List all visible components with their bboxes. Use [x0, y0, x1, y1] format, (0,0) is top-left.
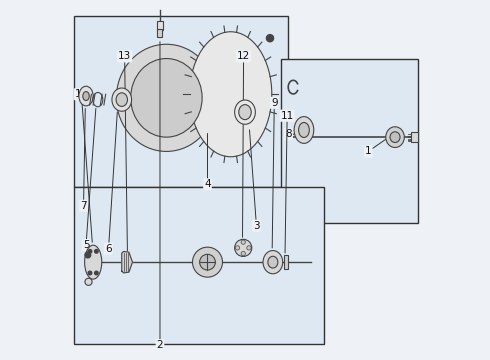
Circle shape — [267, 35, 273, 42]
FancyBboxPatch shape — [74, 187, 323, 344]
Text: 2: 2 — [157, 340, 163, 350]
Text: 3: 3 — [253, 221, 260, 231]
Ellipse shape — [85, 245, 102, 279]
Ellipse shape — [112, 88, 132, 111]
Ellipse shape — [116, 93, 127, 107]
Polygon shape — [122, 251, 132, 273]
Circle shape — [199, 254, 215, 270]
FancyBboxPatch shape — [157, 21, 163, 30]
Text: 6: 6 — [105, 244, 112, 253]
Circle shape — [95, 249, 98, 253]
Circle shape — [247, 246, 251, 250]
Ellipse shape — [239, 105, 251, 120]
Text: 8: 8 — [285, 129, 292, 139]
Ellipse shape — [268, 256, 278, 268]
Circle shape — [235, 246, 240, 250]
Circle shape — [193, 247, 222, 277]
Ellipse shape — [263, 251, 283, 274]
Ellipse shape — [117, 44, 217, 152]
FancyBboxPatch shape — [284, 255, 288, 269]
Circle shape — [95, 271, 98, 275]
Text: 5: 5 — [83, 240, 89, 250]
Circle shape — [85, 278, 92, 285]
FancyBboxPatch shape — [74, 16, 288, 187]
FancyBboxPatch shape — [281, 59, 418, 223]
Text: 7: 7 — [80, 201, 87, 211]
Text: 10: 10 — [75, 89, 88, 99]
Text: 11: 11 — [281, 111, 294, 121]
Circle shape — [241, 251, 245, 256]
Circle shape — [88, 271, 92, 275]
Ellipse shape — [235, 100, 255, 124]
Text: 9: 9 — [271, 98, 278, 108]
Circle shape — [241, 240, 245, 244]
Ellipse shape — [79, 86, 93, 106]
Text: 1: 1 — [365, 147, 371, 157]
Ellipse shape — [131, 59, 202, 137]
FancyBboxPatch shape — [411, 132, 418, 142]
Text: 13: 13 — [118, 51, 131, 62]
Ellipse shape — [294, 117, 314, 143]
Ellipse shape — [83, 91, 89, 100]
Text: 12: 12 — [237, 51, 250, 62]
Circle shape — [88, 249, 92, 253]
Ellipse shape — [190, 32, 272, 157]
Text: 4: 4 — [204, 179, 211, 189]
Ellipse shape — [386, 127, 404, 148]
Circle shape — [85, 252, 91, 258]
Ellipse shape — [390, 132, 400, 143]
Ellipse shape — [235, 239, 252, 256]
FancyBboxPatch shape — [157, 29, 163, 37]
Ellipse shape — [298, 122, 309, 138]
